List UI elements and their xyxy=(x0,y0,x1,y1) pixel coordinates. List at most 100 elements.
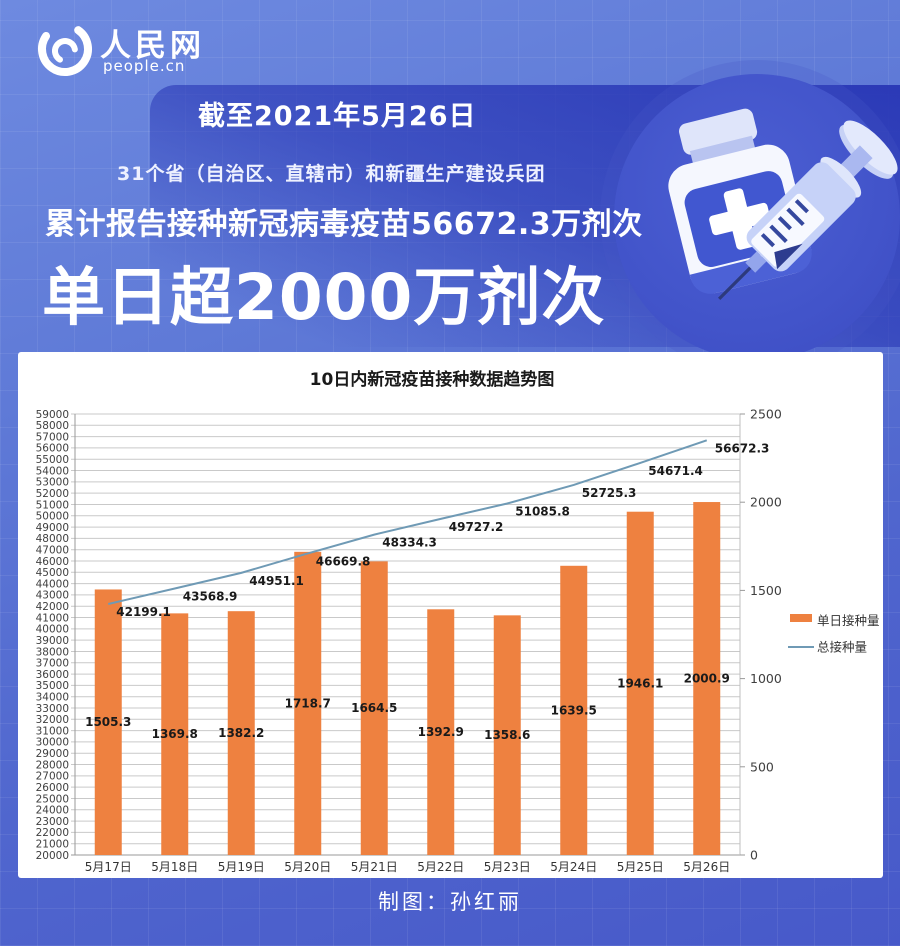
line-label: 43568.9 xyxy=(183,589,238,603)
left-axis-label: 35000 xyxy=(36,680,69,692)
bar-label: 1392.9 xyxy=(418,725,464,739)
x-axis-label: 5月18日 xyxy=(151,860,198,874)
left-axis-label: 38000 xyxy=(36,646,69,658)
left-axis-label: 32000 xyxy=(36,714,69,726)
left-axis-label: 28000 xyxy=(36,759,69,771)
line-label: 49727.2 xyxy=(449,520,504,534)
bar xyxy=(94,589,122,855)
right-axis-label: 1000 xyxy=(750,671,782,686)
vaccine-illustration xyxy=(668,108,898,300)
left-axis-label: 46000 xyxy=(36,556,69,568)
right-axis-label: 2500 xyxy=(750,407,782,422)
chart-panel: 10日内新冠疫苗接种数据趋势图 2000 0 21000 22000 23000 24000… xyxy=(18,352,883,878)
bar-label: 2000.9 xyxy=(684,672,730,686)
bar xyxy=(227,611,255,855)
left-axis-label: 45000 xyxy=(36,567,69,579)
bar-label: 1639.5 xyxy=(551,703,597,717)
left-axis-label: 40000 xyxy=(36,624,69,636)
bar xyxy=(560,565,588,855)
left-axis-label: 29000 xyxy=(36,748,69,760)
x-axis-label: 5月22日 xyxy=(417,860,464,874)
legend-bar-label: 单日接种量 xyxy=(817,613,880,628)
x-axis-label: 5月17日 xyxy=(85,860,132,874)
line-label: 54671.4 xyxy=(648,464,703,478)
left-axis-label: 54000 xyxy=(36,465,69,477)
left-axis-label: 21000 xyxy=(36,838,69,850)
line-label: 52725.3 xyxy=(582,486,637,500)
left-axis-label: 36000 xyxy=(36,669,69,681)
bar xyxy=(626,511,654,855)
x-axis-label: 5月23日 xyxy=(484,860,531,874)
bar-label: 1946.1 xyxy=(617,676,663,690)
line-label: 56672.3 xyxy=(715,441,770,455)
syringe-icon xyxy=(718,120,898,300)
left-axis-label: 37000 xyxy=(36,658,69,670)
line-label: 46669.8 xyxy=(316,554,371,568)
bar xyxy=(427,609,455,855)
bar xyxy=(161,613,189,855)
left-axis-label: 33000 xyxy=(36,703,69,715)
left-axis-label: 23000 xyxy=(36,816,69,828)
bar-label: 1369.8 xyxy=(152,727,198,741)
x-axis-label: 5月24日 xyxy=(550,860,597,874)
x-axis-label: 5月19日 xyxy=(218,860,265,874)
left-axis-label: 55000 xyxy=(36,454,69,466)
left-axis-label: 30000 xyxy=(36,737,69,749)
banner-region-line: 31个省（自治区、直辖市）和新疆生产建设兵团 xyxy=(117,163,546,185)
left-axis-label: 47000 xyxy=(36,544,69,556)
banner-date-line: 截至2021年5月26日 xyxy=(198,101,477,132)
vaccine-badge xyxy=(614,74,900,360)
left-axis-label: 44000 xyxy=(36,578,69,590)
left-axis-label: 24000 xyxy=(36,805,69,817)
x-axis-label: 5月21日 xyxy=(351,860,398,874)
bar-label: 1505.3 xyxy=(85,715,131,729)
left-axis-label: 34000 xyxy=(36,691,69,703)
right-axis-label: 500 xyxy=(750,759,774,774)
line-label: 42199.1 xyxy=(116,605,171,619)
left-axis-label: 48000 xyxy=(36,533,69,545)
bar xyxy=(294,551,322,855)
left-axis-label: 57000 xyxy=(36,431,69,443)
left-axis-label: 59000 xyxy=(36,409,69,421)
line-series xyxy=(108,439,708,605)
left-axis-label: 22000 xyxy=(36,827,69,839)
x-axis-label: 5月25日 xyxy=(617,860,664,874)
bar-label: 1358.6 xyxy=(484,728,530,742)
banner-daily-headline: 单日超2000万剂次 xyxy=(42,261,606,334)
right-axis-label: 0 xyxy=(750,848,758,863)
bar xyxy=(693,502,721,855)
bar-label: 1382.2 xyxy=(218,726,264,740)
x-axis-label: 5月26日 xyxy=(683,860,730,874)
left-axis-label: 58000 xyxy=(36,420,69,432)
left-axis-label: 51000 xyxy=(36,499,69,511)
bar-label: 1664.5 xyxy=(351,701,397,715)
brand-domain: people.cn xyxy=(103,57,186,75)
left-axis-label: 49000 xyxy=(36,522,69,534)
vaccination-trend-chart: 10日内新冠疫苗接种数据趋势图 2000 0 21000220002300024000… xyxy=(36,369,880,874)
line-label: 51085.8 xyxy=(515,504,570,518)
left-axis-label: 43000 xyxy=(36,590,69,602)
right-axis-label: 2000 xyxy=(750,495,782,510)
left-axis-label: 39000 xyxy=(36,635,69,647)
right-axis-label: 1500 xyxy=(750,583,782,598)
left-axis-label: 50000 xyxy=(36,511,69,523)
bar xyxy=(493,615,521,855)
left-axis-label: 52000 xyxy=(36,488,69,500)
left-axis-label: 31000 xyxy=(36,725,69,737)
credit-line: 制图：孙红丽 xyxy=(378,890,522,914)
globe-swirl-icon xyxy=(38,22,92,76)
legend-bar-swatch xyxy=(790,614,812,622)
chart-title: 10日内新冠疫苗接种数据趋势图 xyxy=(310,369,555,390)
left-axis-label: 42000 xyxy=(36,601,69,613)
line-label: 44951.1 xyxy=(249,574,304,588)
legend-line-label: 总接种量 xyxy=(817,640,867,655)
left-axis-label: 25000 xyxy=(36,793,69,805)
left-axis-label: 56000 xyxy=(36,443,69,455)
left-axis-label: 53000 xyxy=(36,477,69,489)
line-label: 48334.3 xyxy=(382,536,437,550)
x-axis-label: 5月20日 xyxy=(284,860,331,874)
left-axis-label: 26000 xyxy=(36,782,69,794)
brand-name: 人民网 xyxy=(100,28,205,64)
banner-cumulative-line: 累计报告接种新冠病毒疫苗56672.3万剂次 xyxy=(45,207,643,242)
